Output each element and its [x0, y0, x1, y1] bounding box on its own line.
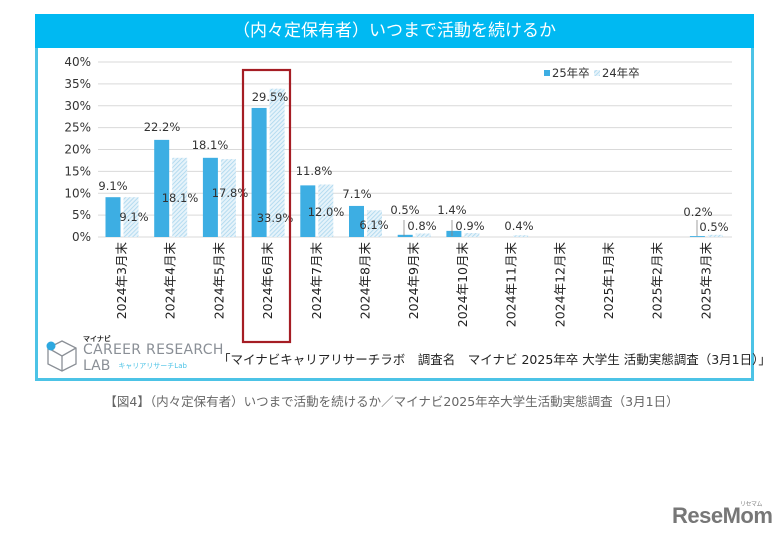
x-tick-label: 2024年5月末: [211, 242, 226, 320]
mynavi-brand: マイナビ: [83, 335, 111, 343]
y-tick-label: 15%: [64, 164, 91, 178]
logo-line1: CAREER RESEARCH: [83, 342, 224, 358]
data-label-25: 18.1%: [192, 138, 229, 152]
x-tick-label: 2024年4月末: [163, 242, 178, 320]
x-tick-label: 2024年6月末: [260, 242, 275, 320]
bar-24: [220, 159, 236, 237]
data-label-25: 7.1%: [342, 187, 371, 201]
bar-24: [415, 233, 431, 237]
watermark-kana: リセマム: [740, 502, 763, 508]
legend: 25年卒 24年卒: [544, 66, 640, 80]
highlight-box: [241, 68, 292, 344]
bar-25: [202, 157, 218, 237]
data-label-24: 9.1%: [119, 210, 148, 224]
cube-logo-icon: [46, 340, 77, 372]
career-research-lab-logo: マイナビ CAREER RESEARCH LAB キャリアリサーチLab: [45, 333, 225, 378]
data-label-25: 1.4%: [437, 203, 466, 217]
y-tick-label: 5%: [72, 208, 91, 222]
resemom-watermark: ReseMom リセマム: [672, 502, 773, 529]
logo-line2: LAB キャリアリサーチLab: [83, 358, 187, 374]
bar-24: [269, 88, 285, 237]
legend-label-24: 24年卒: [602, 66, 640, 80]
source-note: 「マイナビキャリアリサーチラボ 調査名 マイナビ 2025年卒 大学生 活動実態…: [218, 352, 771, 367]
x-tick-label: 2024年8月末: [358, 242, 373, 320]
data-label-24: 33.9%: [257, 211, 294, 225]
y-tick-label: 30%: [64, 99, 91, 113]
x-tick-label: 2025年1月末: [601, 242, 616, 320]
logo-line2-text: LAB: [83, 358, 111, 374]
bar-25: [397, 234, 413, 237]
bar-24: [367, 210, 382, 237]
x-tick-label: 2024年11月末: [504, 242, 519, 328]
y-tick-label: 35%: [64, 77, 91, 91]
bar-24: [172, 157, 188, 237]
x-tick-label: 2024年7月末: [309, 242, 324, 320]
bar-25: [154, 139, 170, 237]
bar-24: [513, 235, 529, 237]
data-label-25: 22.2%: [144, 120, 181, 134]
bar-24: [123, 197, 139, 237]
data-label-24: 0.5%: [699, 220, 728, 234]
bar-25: [349, 205, 364, 237]
data-label-25: 11.8%: [296, 164, 333, 178]
data-label-24: 6.1%: [359, 218, 388, 232]
y-tick-label: 25%: [64, 121, 91, 135]
data-label-24: 17.8%: [212, 186, 249, 200]
data-label-24: 18.1%: [162, 191, 199, 205]
bar-25: [300, 185, 316, 237]
data-label-25: 0.2%: [683, 205, 712, 219]
x-tick-label: 2024年9月末: [406, 242, 421, 320]
figure-caption: 【図4】（内々定保有者）いつまで活動を続けるか／マイナビ2025年卒大学生活動実…: [104, 394, 679, 409]
chart-title: （内々定保有者）いつまで活動を続けるか: [35, 14, 754, 48]
bar-24: [318, 184, 334, 237]
x-tick-label: 2024年10月末: [455, 242, 470, 328]
y-tick-label: 20%: [64, 143, 91, 157]
data-label-24: 0.9%: [455, 219, 484, 233]
x-tick-label: 2025年2月末: [650, 242, 665, 320]
logo-line2-jp: キャリアリサーチLab: [118, 362, 187, 370]
x-tick-label: 2024年12月末: [552, 242, 567, 328]
data-label-24: 12.0%: [308, 205, 345, 219]
y-tick-label: 10%: [64, 186, 91, 200]
legend-swatch-24: [594, 70, 600, 76]
legend-swatch-25: [544, 70, 550, 76]
bar-24: [464, 233, 480, 237]
x-tick-label: 2025年3月末: [698, 242, 713, 320]
bar-25: [105, 197, 121, 237]
y-tick-label: 0%: [72, 230, 91, 244]
bar-24: [707, 234, 723, 237]
bar-25: [251, 107, 267, 237]
data-label-25: 9.1%: [98, 179, 127, 193]
data-label-25: 0.5%: [390, 203, 419, 217]
x-tick-label: 2024年3月末: [114, 242, 129, 320]
y-tick-label: 40%: [64, 55, 91, 69]
bar-25: [689, 236, 705, 237]
data-label-24: 0.8%: [407, 219, 436, 233]
legend-label-25: 25年卒: [552, 66, 590, 80]
data-label-24: 0.4%: [504, 219, 533, 233]
watermark-text: ReseMom: [672, 503, 773, 528]
bar-25: [446, 230, 462, 237]
data-label-25: 29.5%: [252, 90, 289, 104]
